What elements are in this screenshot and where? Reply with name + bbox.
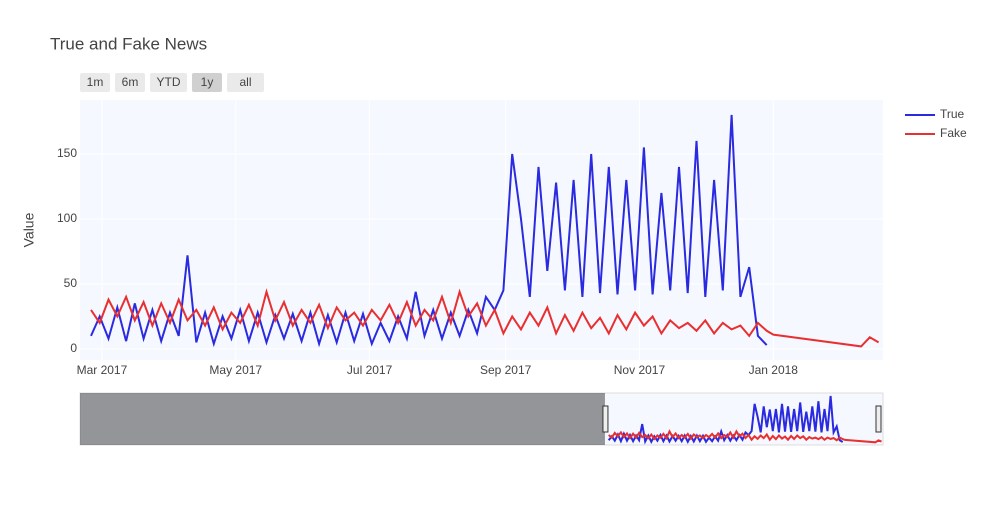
plot-area [80, 100, 883, 360]
button-label[interactable]: 1m [87, 75, 104, 89]
x-tick-label: Sep 2017 [480, 363, 532, 377]
button-bg [150, 73, 187, 92]
button-label[interactable]: 6m [122, 75, 139, 89]
y-tick-label: 50 [64, 276, 78, 290]
button-label[interactable]: 1y [201, 75, 214, 89]
button-label[interactable]: all [239, 75, 251, 89]
button-bg [192, 73, 222, 92]
chart-title: True and Fake News [50, 34, 207, 53]
x-tick-label: Jul 2017 [347, 363, 393, 377]
x-tick-label: Jan 2018 [749, 363, 799, 377]
series-line [90, 288, 880, 348]
series-line [90, 114, 768, 348]
x-tick-label: Nov 2017 [614, 363, 666, 377]
y-tick-label: 0 [70, 341, 77, 355]
y-tick-label: 150 [57, 146, 77, 160]
button-bg [80, 73, 110, 92]
slider-handle[interactable] [875, 405, 882, 433]
slider-mask [80, 393, 605, 445]
range-button[interactable]: 1m [80, 73, 110, 92]
slider-line [608, 429, 882, 444]
x-tick-label: May 2017 [209, 363, 262, 377]
range-button[interactable]: 6m [115, 73, 145, 92]
button-bg [227, 73, 264, 92]
y-tick-label: 100 [57, 211, 77, 225]
legend-label[interactable]: True [940, 107, 965, 121]
button-bg [115, 73, 145, 92]
range-button[interactable]: YTD [150, 73, 187, 92]
y-axis-label: Value [21, 212, 37, 247]
button-label[interactable]: YTD [157, 75, 181, 89]
legend-label[interactable]: Fake [940, 126, 967, 140]
slider-handle[interactable] [602, 405, 609, 433]
range-button[interactable]: 1y [192, 73, 222, 92]
range-button[interactable]: all [227, 73, 264, 92]
x-tick-label: Mar 2017 [77, 363, 128, 377]
